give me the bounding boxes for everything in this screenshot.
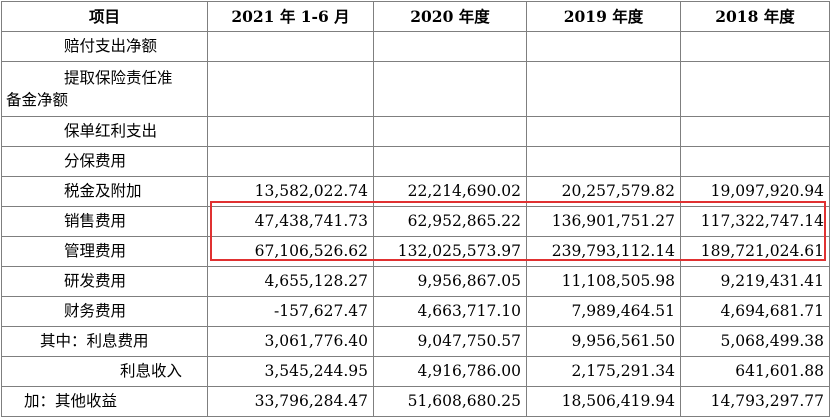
cell-value xyxy=(680,31,830,62)
cell-value xyxy=(373,146,527,177)
cell-value: 7,989,464.51 xyxy=(526,296,681,327)
row-label: 利息收入 xyxy=(1,356,208,387)
cell-value: 4,694,681.71 xyxy=(680,296,830,327)
row-label: 加：其他收益 xyxy=(1,386,208,417)
table-header-row: 项目 2021 年 1-6 月 2020 年度 2019 年度 2018 年度 xyxy=(1,1,830,32)
cell-value xyxy=(680,116,830,147)
cell-value xyxy=(373,31,527,62)
table-row: 其中：利息费用 3,061,776.40 9,047,750.57 9,956,… xyxy=(1,326,830,357)
cell-value: 9,956,561.50 xyxy=(526,326,681,357)
cell-value: 13,582,022.74 xyxy=(207,176,374,207)
cell-value xyxy=(207,146,374,177)
cell-value: 33,796,284.47 xyxy=(207,386,374,417)
cell-value xyxy=(526,146,681,177)
cell-value: 18,506,419.94 xyxy=(526,386,681,417)
cell-value: 239,793,112.14 xyxy=(526,236,681,267)
cell-value xyxy=(373,116,527,147)
cell-value: 9,047,750.57 xyxy=(373,326,527,357)
cell-value: 22,214,690.02 xyxy=(373,176,527,207)
cell-value xyxy=(526,116,681,147)
header-2021h1: 2021 年 1-6 月 xyxy=(207,1,374,32)
cell-value: 14,793,297.77 xyxy=(680,386,830,417)
row-label: 保单红利支出 xyxy=(1,116,208,147)
cell-value: 132,025,573.97 xyxy=(373,236,527,267)
cell-value: 19,097,920.94 xyxy=(680,176,830,207)
cell-value: 117,322,747.14 xyxy=(680,206,830,237)
table-row: 保单红利支出 xyxy=(1,116,830,147)
row-label: 其中：利息费用 xyxy=(1,326,208,357)
cell-value: -157,627.47 xyxy=(207,296,374,327)
cell-value: 2,175,291.34 xyxy=(526,356,681,387)
cell-value: 4,663,717.10 xyxy=(373,296,527,327)
cell-value: 51,608,680.25 xyxy=(373,386,527,417)
table-row: 分保费用 xyxy=(1,146,830,177)
header-2018: 2018 年度 xyxy=(680,1,830,32)
cell-value: 67,106,526.62 xyxy=(207,236,374,267)
table-row: 赔付支出净额 xyxy=(1,31,830,62)
cell-value xyxy=(207,31,374,62)
row-label: 销售费用 xyxy=(1,206,208,237)
header-2019: 2019 年度 xyxy=(526,1,681,32)
row-label: 提取保险责任准 备金净额 xyxy=(1,61,208,117)
cell-value: 9,956,867.05 xyxy=(373,266,527,297)
row-label: 赔付支出净额 xyxy=(1,31,208,62)
cell-value xyxy=(207,116,374,147)
table-row: 财务费用 -157,627.47 4,663,717.10 7,989,464.… xyxy=(1,296,830,327)
cell-value: 4,916,786.00 xyxy=(373,356,527,387)
cell-value xyxy=(526,61,681,117)
cell-value: 4,655,128.27 xyxy=(207,266,374,297)
row-label: 分保费用 xyxy=(1,146,208,177)
cell-value xyxy=(207,61,374,117)
cell-value: 9,219,431.41 xyxy=(680,266,830,297)
table-row: 加：其他收益 33,796,284.47 51,608,680.25 18,50… xyxy=(1,386,830,417)
table-row: 利息收入 3,545,244.95 4,916,786.00 2,175,291… xyxy=(1,356,830,387)
table-row-highlighted: 管理费用 67,106,526.62 132,025,573.97 239,79… xyxy=(1,236,830,267)
cell-value: 136,901,751.27 xyxy=(526,206,681,237)
row-label: 研发费用 xyxy=(1,266,208,297)
cell-value: 5,068,499.38 xyxy=(680,326,830,357)
cell-value xyxy=(680,146,830,177)
table-row: 税金及附加 13,582,022.74 22,214,690.02 20,257… xyxy=(1,176,830,207)
table-row: 研发费用 4,655,128.27 9,956,867.05 11,108,50… xyxy=(1,266,830,297)
cell-value: 641,601.88 xyxy=(680,356,830,387)
cell-value xyxy=(526,31,681,62)
header-2020: 2020 年度 xyxy=(373,1,527,32)
cell-value: 3,545,244.95 xyxy=(207,356,374,387)
row-label: 管理费用 xyxy=(1,236,208,267)
cell-value: 3,061,776.40 xyxy=(207,326,374,357)
cell-value xyxy=(373,61,527,117)
header-item: 项目 xyxy=(1,1,208,32)
cell-value: 20,257,579.82 xyxy=(526,176,681,207)
cell-value: 189,721,024.61 xyxy=(680,236,830,267)
row-label: 税金及附加 xyxy=(1,176,208,207)
row-label: 财务费用 xyxy=(1,296,208,327)
table-row: 提取保险责任准 备金净额 xyxy=(1,61,830,117)
cell-value: 47,438,741.73 xyxy=(207,206,374,237)
cell-value: 11,108,505.98 xyxy=(526,266,681,297)
table-row-highlighted: 销售费用 47,438,741.73 62,952,865.22 136,901… xyxy=(1,206,830,237)
cell-value xyxy=(680,61,830,117)
cell-value: 62,952,865.22 xyxy=(373,206,527,237)
